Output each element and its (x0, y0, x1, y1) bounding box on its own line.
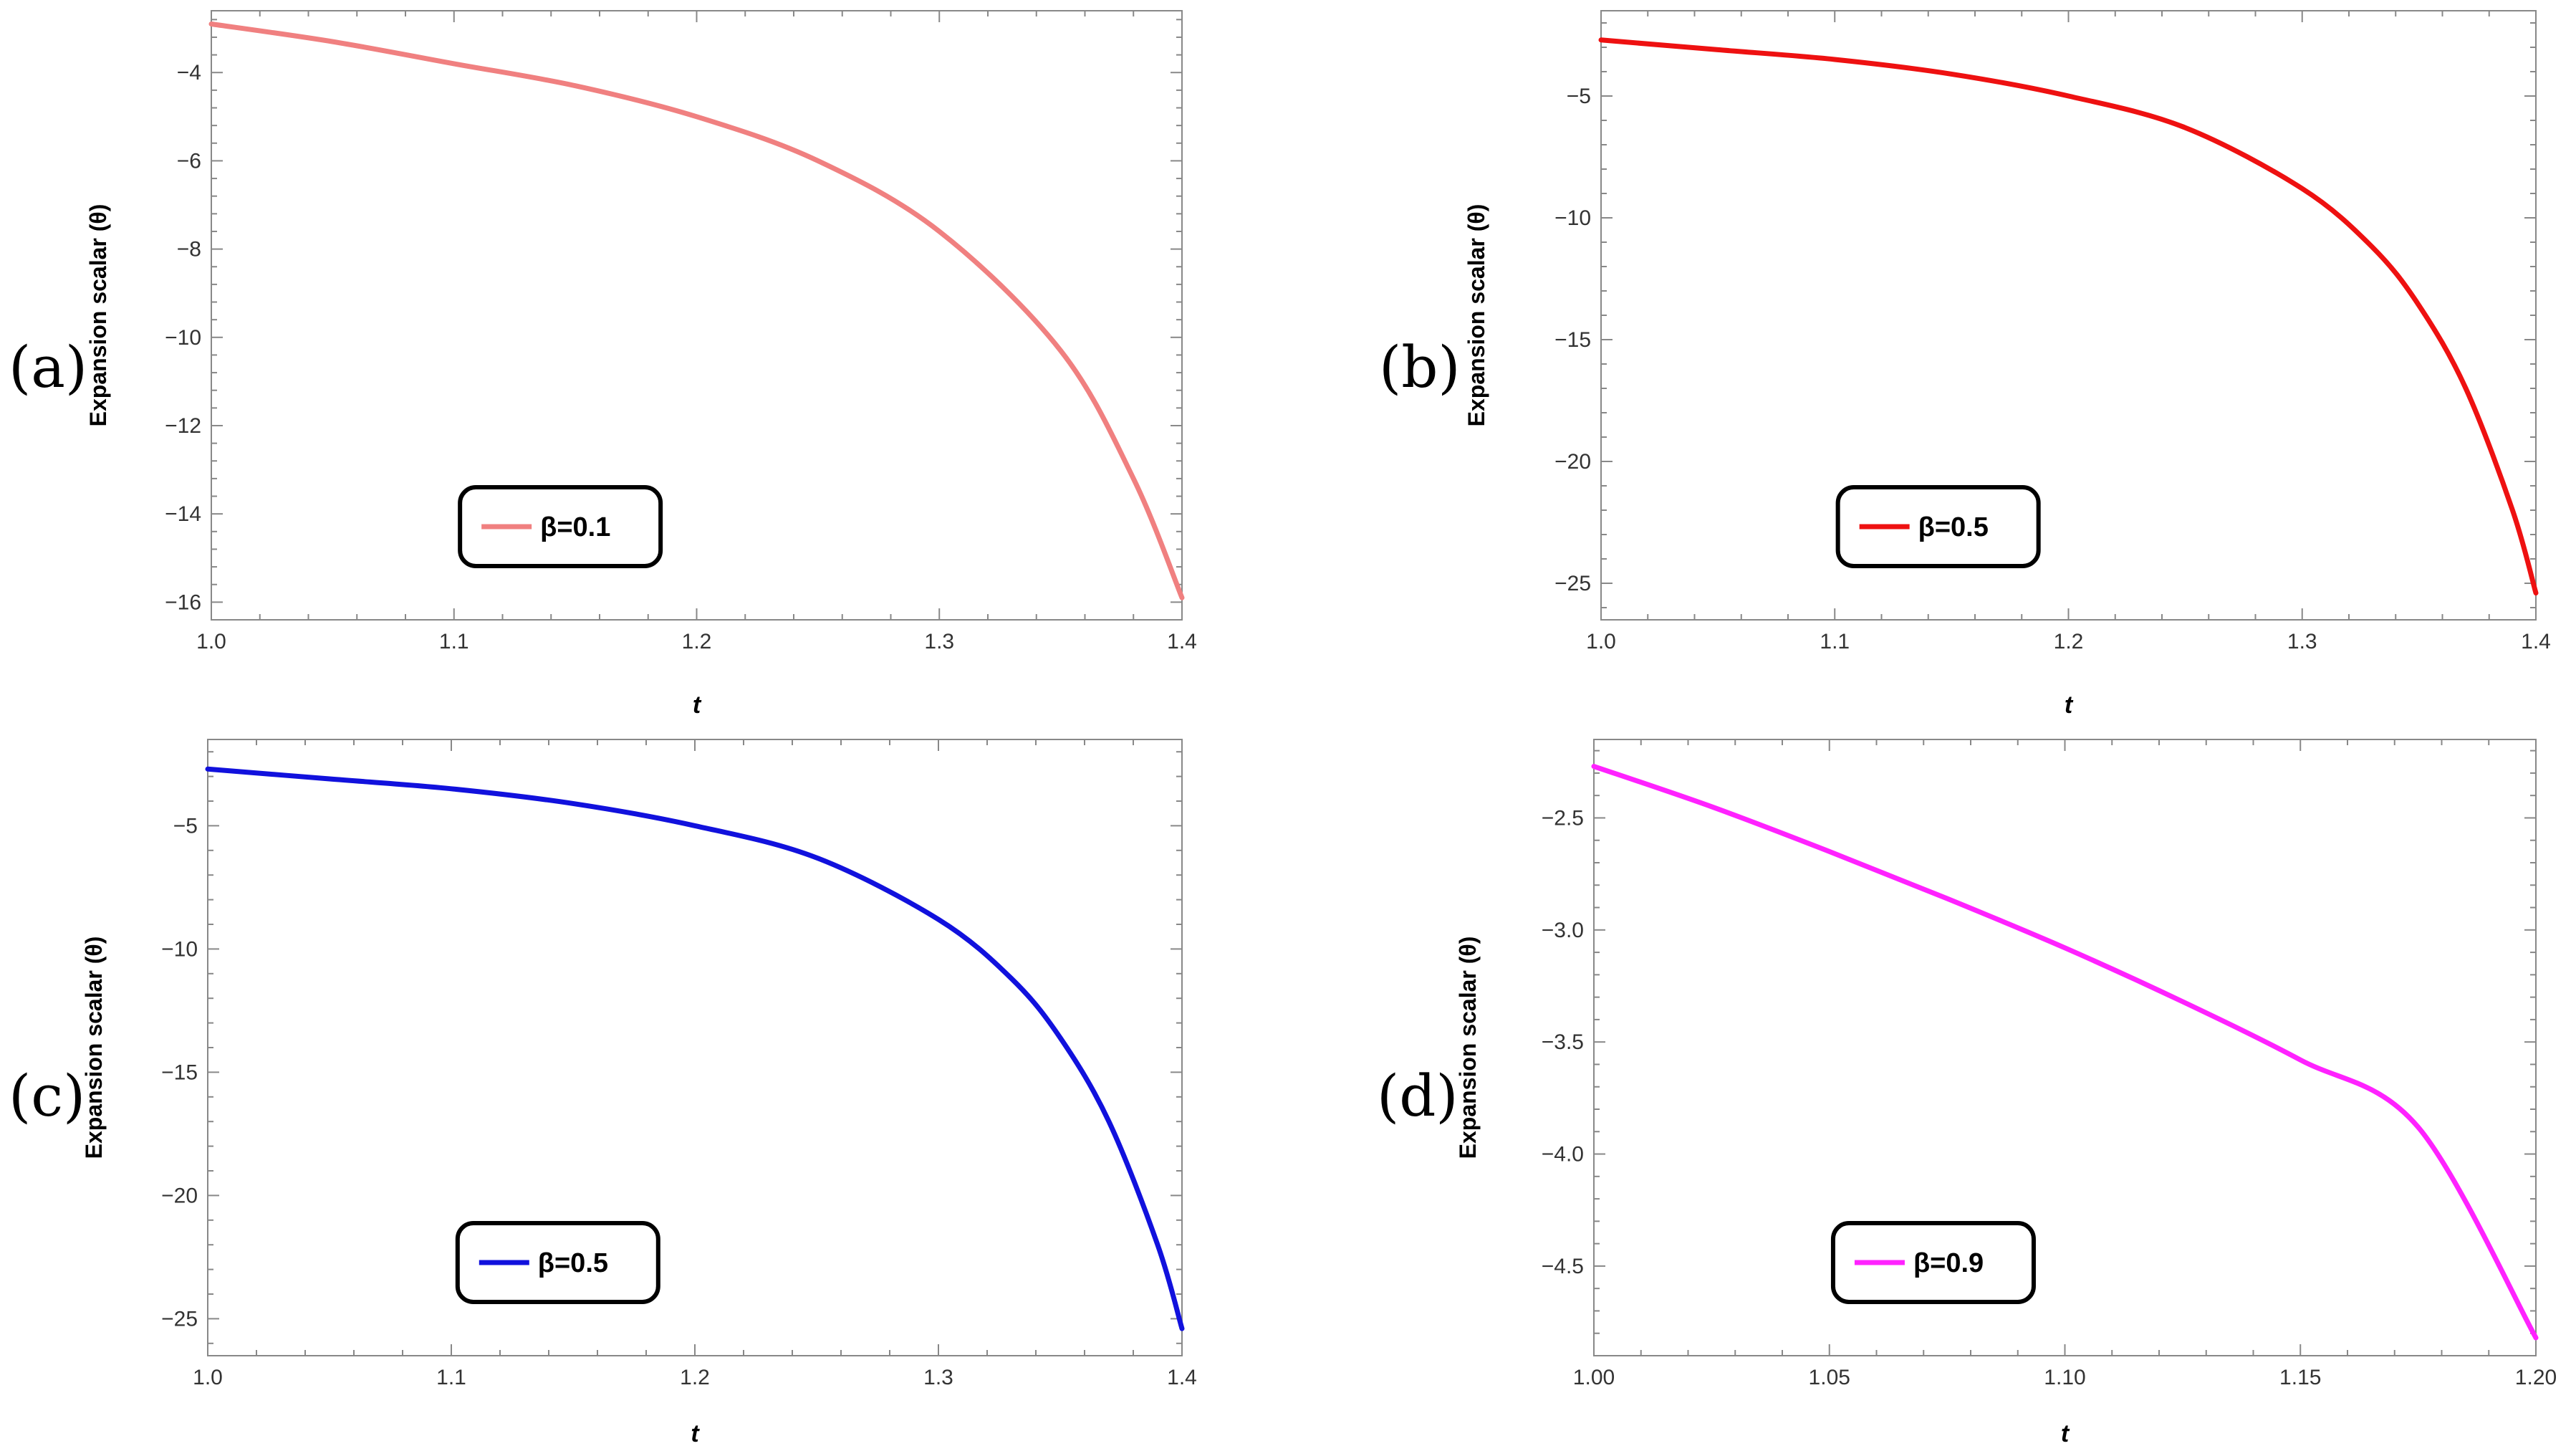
x-tick-label: 1.3 (2287, 630, 2317, 653)
panel-label: (c) (9, 1063, 85, 1129)
series-line (208, 21, 1185, 600)
x-axis-title: t (2061, 1420, 2070, 1447)
legend-label: β=0.5 (1918, 512, 1989, 542)
y-tick-label: −5 (173, 814, 198, 838)
chart-svg: (d) 1.00 1.05 1.10 1.15 1.20 −2.5 −3.0 −3.5 −4.0 −… (1377, 739, 2557, 1447)
x-tick-label: 1.05 (1809, 1366, 1850, 1389)
y-tick-label: −8 (177, 238, 201, 262)
chart-panel-b: (b) 1.0 1.1 1.2 1.3 1.4 −5 −10 −15 −20 −25 t Expansi… (1379, 0, 2576, 725)
chart-panel-a: (a) 1.0 1.1 1.2 1.3 1.4 −4 −6 −8 −10 −12 −14 −16 t Exp… (0, 0, 1288, 725)
y-tick-label: −4.0 (1542, 1143, 1584, 1167)
y-axis-title: Expansion scalar (θ) (81, 937, 107, 1159)
y-tick-label: −3.0 (1542, 919, 1584, 942)
x-axis-title: t (2065, 691, 2074, 719)
legend-box (1830, 1221, 2036, 1304)
panel-label: (b) (1379, 334, 1461, 401)
legend-label: β=0.1 (540, 512, 610, 542)
y-axis-title: Expansion scalar (θ) (1464, 204, 1489, 427)
y-tick-label: −15 (161, 1060, 198, 1084)
y-axis-title: Expansion scalar (θ) (85, 204, 111, 427)
x-tick-label: 1.4 (1167, 1366, 1197, 1389)
legend-box (1835, 485, 2041, 568)
chart-svg: (a) 1.0 1.1 1.2 1.3 1.4 −4 −6 −8 −10 −12 −14 −16 t Exp… (9, 10, 1197, 719)
legend-box (458, 485, 663, 568)
x-tick-label: 1.10 (2044, 1366, 2085, 1389)
x-tick-label: 1.3 (923, 1366, 953, 1389)
y-tick-label: −4.5 (1542, 1255, 1584, 1278)
plot-frame (211, 10, 1183, 621)
x-tick-label: 1.0 (193, 1366, 223, 1389)
y-tick-label: −10 (165, 326, 201, 350)
legend-box (455, 1221, 660, 1304)
y-tick-label: −25 (1554, 572, 1591, 595)
x-tick-label: 1.1 (439, 630, 469, 653)
x-tick-label: 1.0 (1586, 630, 1616, 653)
plot-frame (207, 739, 1183, 1356)
x-tick-label: 1.1 (1820, 630, 1850, 653)
chart-panel-d: (d) 1.00 1.05 1.10 1.15 1.20 −2.5 −3.0 −3.5 −4.0 −… (1375, 725, 2576, 1451)
y-tick-label: −10 (1554, 206, 1591, 230)
plot-frame (1600, 10, 2537, 621)
x-tick-label: 1.4 (1167, 630, 1197, 653)
x-tick-label: 1.2 (682, 630, 712, 653)
y-tick-label: −10 (161, 937, 198, 961)
y-tick-label: −2.5 (1542, 806, 1584, 830)
legend-label: β=0.5 (538, 1248, 608, 1278)
y-tick-label: −6 (177, 149, 201, 173)
series-line (1598, 37, 2539, 596)
x-tick-label: 1.3 (924, 630, 954, 653)
y-tick-label: −3.5 (1542, 1030, 1584, 1054)
x-tick-label: 1.2 (680, 1366, 710, 1389)
y-tick-label: −12 (165, 414, 201, 438)
x-tick-label: 1.00 (1573, 1366, 1615, 1389)
chart-svg: (b) 1.0 1.1 1.2 1.3 1.4 −5 −10 −15 −20 −25 t Expansi… (1379, 10, 2551, 719)
x-tick-label: 1.2 (2054, 630, 2084, 653)
legend-label: β=0.9 (1913, 1248, 1984, 1278)
x-axis-title: t (693, 691, 702, 719)
x-axis-title: t (691, 1420, 700, 1447)
x-tick-label: 1.15 (2279, 1366, 2321, 1389)
x-tick-label: 1.4 (2521, 630, 2551, 653)
y-tick-label: −15 (1554, 328, 1591, 352)
x-tick-label: 1.20 (2515, 1366, 2557, 1389)
y-tick-label: −20 (161, 1184, 198, 1207)
panel-label: (d) (1377, 1063, 1458, 1129)
y-tick-label: −20 (1554, 450, 1591, 474)
y-tick-label: −4 (177, 61, 201, 85)
plot-frame (1593, 739, 2537, 1356)
x-tick-label: 1.0 (196, 630, 226, 653)
y-tick-label: −14 (165, 502, 201, 526)
y-axis-title: Expansion scalar (θ) (1455, 937, 1481, 1159)
panel-label: (a) (9, 334, 87, 401)
chart-panel-c: (c) 1.0 1.1 1.2 1.3 1.4 −5 −10 −15 −20 −25 t Expansi… (0, 725, 1288, 1451)
y-tick-label: −25 (161, 1307, 198, 1331)
series-line (1591, 764, 2539, 1341)
x-tick-label: 1.1 (436, 1366, 466, 1389)
chart-svg: (c) 1.0 1.1 1.2 1.3 1.4 −5 −10 −15 −20 −25 t Expansi… (9, 739, 1197, 1447)
series-line (205, 766, 1185, 1331)
y-tick-label: −5 (1567, 85, 1591, 108)
y-tick-label: −16 (165, 590, 201, 614)
